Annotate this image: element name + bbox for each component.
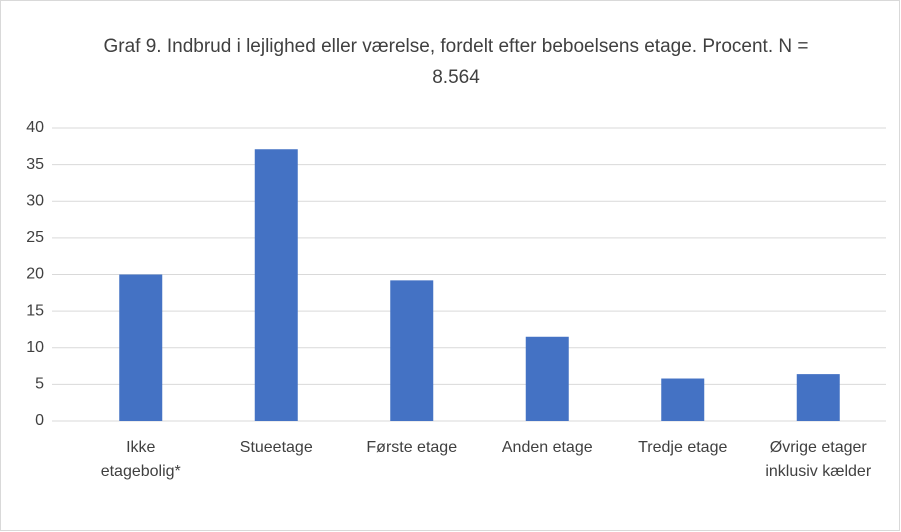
y-tick-label: 40 bbox=[26, 119, 44, 136]
bar bbox=[119, 274, 163, 421]
y-tick-label: 35 bbox=[26, 156, 44, 173]
y-tick-label: 25 bbox=[26, 229, 44, 246]
x-tick-label: Tredje etage bbox=[638, 439, 727, 456]
y-tick-label: 5 bbox=[35, 376, 44, 393]
y-tick-label: 15 bbox=[26, 302, 44, 319]
y-tick-label: 30 bbox=[26, 192, 44, 209]
x-tick-label: Første etage bbox=[366, 439, 457, 456]
x-tick-label: Øvrige etager inklusiv kælder bbox=[765, 439, 871, 480]
x-tick-label: Stueetage bbox=[240, 439, 313, 456]
chart-title: Graf 9. Indbrud i lejlighed eller værels… bbox=[104, 36, 809, 88]
bar bbox=[525, 336, 569, 421]
bar bbox=[661, 378, 705, 421]
bar bbox=[390, 280, 434, 421]
y-tick-label: 0 bbox=[35, 412, 44, 429]
x-tick-label: Anden etage bbox=[502, 439, 593, 456]
x-tick-label: Ikke etagebolig* bbox=[101, 439, 181, 480]
bar bbox=[254, 149, 298, 421]
bar bbox=[796, 374, 840, 421]
y-tick-label: 10 bbox=[26, 339, 44, 356]
y-tick-label: 20 bbox=[26, 266, 44, 283]
